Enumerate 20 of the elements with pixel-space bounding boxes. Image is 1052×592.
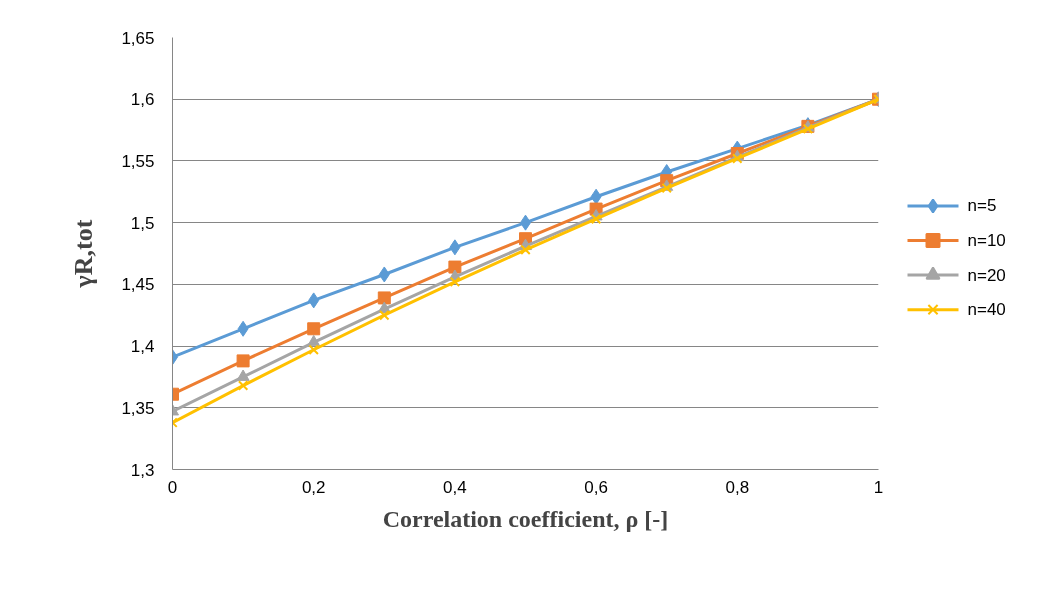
y-tick-label: 1,65 <box>121 28 155 48</box>
legend-label: n=40 <box>967 300 1006 320</box>
legend-label: n=5 <box>967 196 997 216</box>
y-tick-label: 1,6 <box>130 90 155 110</box>
legend-label: n=20 <box>967 265 1006 285</box>
legend-label: n=10 <box>967 231 1006 251</box>
y-tick-label: 1,55 <box>121 151 155 171</box>
y-tick-label: 1,45 <box>121 275 155 295</box>
x-tick-label: 0 <box>167 477 178 497</box>
x-tick-label: 0,6 <box>584 477 608 497</box>
x-tick-label: 0,2 <box>301 477 326 497</box>
y-tick-label: 1,3 <box>130 460 155 480</box>
y-axis-title: γR,tot <box>69 219 99 289</box>
y-tick-label: 1,35 <box>121 398 155 418</box>
y-tick-label: 1,5 <box>130 213 155 233</box>
x-tick-label: 0,4 <box>443 477 467 497</box>
x-axis-title: Correlation coefficient, ρ [-] <box>382 505 669 532</box>
x-tick-label: 1 <box>873 477 884 497</box>
y-tick-label: 1,4 <box>130 337 155 357</box>
x-tick-label: 0,8 <box>725 477 750 497</box>
